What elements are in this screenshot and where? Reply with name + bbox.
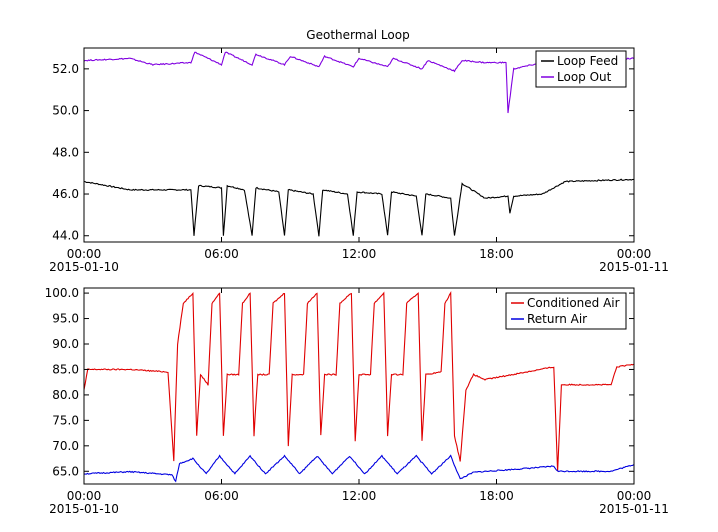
y-tick-label: 48.0 [52,145,79,159]
legend-label-return-air: Return Air [527,312,587,326]
bottom-lines-viewport [84,290,634,483]
y-tick-label: 50.0 [52,104,79,118]
y-tick-label: 75.0 [52,413,79,427]
x-tick-label: 00:00 [617,489,652,503]
bottom-legend: Conditioned Air Return Air [505,292,627,330]
series-line-loop-feed [84,178,634,237]
x-tick-date-label: 2015-01-10 [49,502,119,516]
legend-label-loop-out: Loop Out [557,70,612,84]
y-tick-label: 80.0 [52,388,79,402]
top-legend-box [535,50,627,88]
legend-label-conditioned-air: Conditioned Air [527,296,620,310]
top-chart: Geothermal Loop 44.0 46.0 48.0 50.0 52.0 00:… [49,28,669,274]
legend-label-loop-feed: Loop Feed [557,54,618,68]
y-tick-label: 44.0 [52,229,79,243]
y-tick-label: 90.0 [52,337,79,351]
x-tick-label: 00:00 [67,489,102,503]
x-tick-date-label: 2015-01-11 [599,260,669,274]
y-tick-label: 46.0 [52,187,79,201]
x-tick-label: 06:00 [204,489,239,503]
y-tick-label: 85.0 [52,362,79,376]
x-tick-label: 18:00 [479,247,514,261]
bottom-lines [84,290,634,483]
series-line-return-air [84,454,634,483]
x-tick-date-label: 2015-01-11 [599,502,669,516]
x-tick-label: 00:00 [617,247,652,261]
y-tick-label: 95.0 [52,312,79,326]
bottom-y-ticks: 65.0 70.0 75.0 80.0 85.0 90.0 95.0 100.0 [45,286,634,478]
x-tick-label: 18:00 [479,489,514,503]
top-chart-title: Geothermal Loop [306,28,409,42]
bottom-legend-box [505,292,627,330]
top-plot-area: 44.046.048.050.052.0 00:002015-01-1006:0… [49,47,669,274]
y-tick-label: 70.0 [52,439,79,453]
series-line-conditioned-air [84,290,634,472]
top-legend: Loop Feed Loop Out [535,50,627,88]
y-tick-label: 52.0 [52,62,79,76]
x-tick-label: 12:00 [342,247,377,261]
y-tick-label: 65.0 [52,464,79,478]
top-y-ticks: 44.0 46.0 48.0 50.0 52.0 [52,62,634,243]
x-tick-label: 12:00 [342,489,377,503]
x-tick-label: 06:00 [204,247,239,261]
x-tick-date-label: 2015-01-10 [49,260,119,274]
y-tick-label: 100.0 [45,286,79,300]
x-tick-label: 00:00 [67,247,102,261]
